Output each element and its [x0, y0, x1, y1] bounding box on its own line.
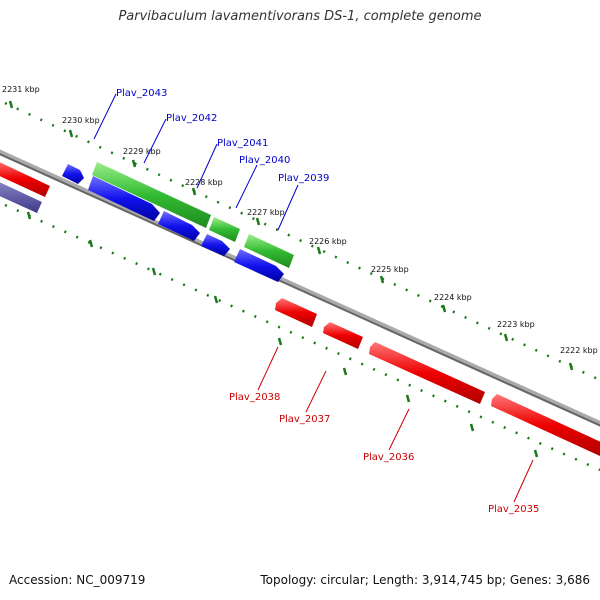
- tick-label-2222: 2222 kbp: [560, 346, 598, 355]
- gene-label-plav-2037[interactable]: Plav_2037: [279, 414, 330, 425]
- leader-plav-2040: [235, 164, 258, 209]
- tick-label-2227: 2227 kbp: [247, 208, 285, 217]
- leader-plav-2037: [305, 370, 327, 413]
- leader-plav-2043: [93, 93, 117, 140]
- major-ticks-upper: [8, 100, 574, 371]
- gene-label-plav-2036[interactable]: Plav_2036: [363, 452, 414, 463]
- gene-label-plav-2040[interactable]: Plav_2040: [239, 155, 290, 166]
- major-ticks-lower: [26, 211, 539, 458]
- leader-plav-2042: [143, 118, 167, 164]
- tick-label-2226: 2226 kbp: [309, 237, 347, 246]
- tick-track-upper: [4, 101, 600, 382]
- leader-plav-2039: [277, 184, 299, 231]
- cds-blue-2[interactable]: [88, 176, 160, 221]
- cds-red-3[interactable]: [369, 342, 485, 404]
- gene-label-plav-2042[interactable]: Plav_2042: [166, 113, 217, 124]
- gene-green-1[interactable]: [92, 162, 211, 228]
- gene-label-plav-2041[interactable]: Plav_2041: [217, 138, 268, 149]
- tick-label-2229: 2229 kbp: [123, 147, 161, 156]
- cds-reverse-red: [275, 298, 600, 456]
- gene-label-plav-2038[interactable]: Plav_2038: [229, 392, 280, 403]
- gene-green-2[interactable]: [209, 217, 240, 242]
- genome-summary-text: Topology: circular; Length: 3,914,745 bp…: [260, 573, 590, 587]
- backbone-shadow: [0, 153, 600, 427]
- tick-track-lower: [4, 203, 600, 472]
- tick-label-2224: 2224 kbp: [434, 293, 472, 302]
- tick-label-2225: 2225 kbp: [371, 265, 409, 274]
- accession-text: Accession: NC_009719: [9, 573, 146, 587]
- cds-red-1[interactable]: [275, 298, 317, 327]
- leader-plav-2035: [513, 459, 534, 503]
- map-title: Parvibaculum lavamentivorans DS-1, compl…: [118, 9, 482, 24]
- gene-green-3[interactable]: [244, 234, 294, 268]
- cds-blue-4[interactable]: [201, 234, 230, 256]
- gene-label-plav-2043[interactable]: Plav_2043: [116, 88, 167, 99]
- cds-blue-1[interactable]: [62, 164, 84, 184]
- cds-red-2[interactable]: [323, 322, 363, 349]
- gene-partial-purple-left[interactable]: [0, 180, 42, 213]
- gene-label-plav-2035[interactable]: Plav_2035: [488, 504, 539, 515]
- tick-label-2223: 2223 kbp: [497, 320, 535, 329]
- cds-red-4[interactable]: [491, 394, 600, 456]
- tick-label-2228: 2228 kbp: [185, 178, 223, 187]
- cds-blue-5[interactable]: [234, 249, 284, 282]
- gene-partial-red-left[interactable]: [0, 160, 50, 197]
- gene-label-plav-2039[interactable]: Plav_2039: [278, 173, 329, 184]
- leader-plav-2036: [388, 408, 410, 451]
- genes-forward-green: [92, 162, 294, 268]
- cds-forward-blue: [62, 164, 284, 282]
- tick-label-2231: 2231 kbp: [2, 85, 40, 94]
- leader-plav-2041: [196, 143, 218, 189]
- cds-blue-3[interactable]: [158, 211, 200, 241]
- leader-plav-2038: [257, 346, 279, 391]
- backbone-strand: [0, 149, 600, 427]
- tick-label-2230: 2230 kbp: [62, 116, 100, 125]
